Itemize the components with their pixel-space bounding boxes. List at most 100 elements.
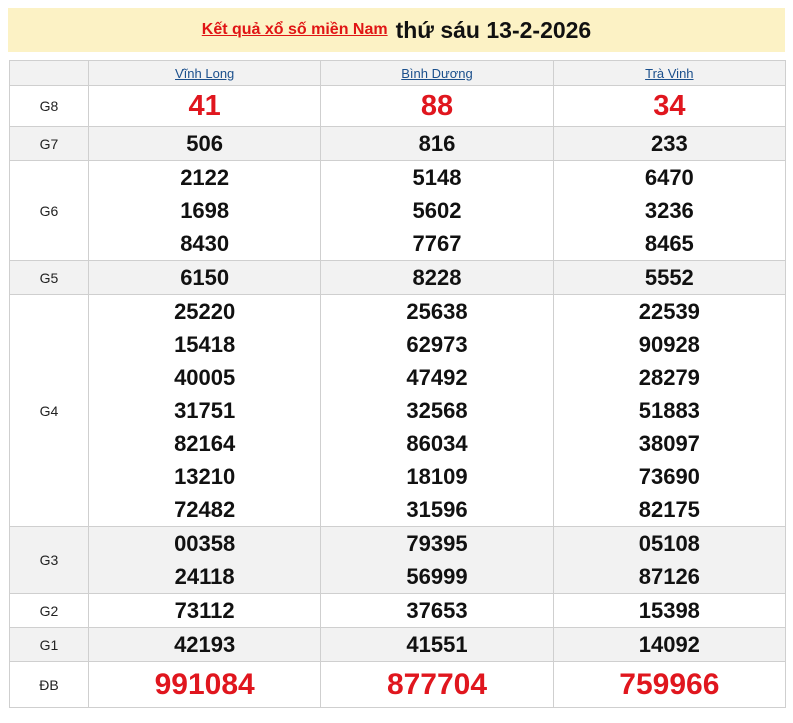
province-header: Bình Dương: [320, 60, 554, 86]
result-number: 991084: [154, 668, 255, 701]
result-number: 5602: [412, 198, 462, 223]
prize-label: G6: [9, 160, 89, 261]
result-number: 32568: [406, 398, 468, 423]
province-link-vinh-long[interactable]: Vĩnh Long: [175, 65, 235, 81]
result-number: 41551: [406, 632, 468, 657]
result-number: 24118: [174, 564, 235, 589]
result-number: 877704: [386, 668, 488, 701]
result-number: 14092: [638, 632, 700, 657]
draw-date: thứ sáu 13-2-2026: [395, 16, 592, 43]
result-cell: 25220 15418 40005 31751 82164 13210 72482: [87, 294, 322, 527]
result-number: 7767: [412, 231, 462, 256]
prize-label: G2: [9, 593, 89, 628]
result-cell: 506: [87, 126, 322, 161]
result-number: 90928: [638, 332, 700, 357]
prize-row-db: ĐB 991084 877704 759966: [9, 661, 787, 708]
result-number: 5148: [412, 165, 462, 190]
southern-lottery-link[interactable]: Kết quả xổ số miền Nam: [201, 21, 388, 38]
result-cell: 8228: [320, 260, 554, 295]
prize-label: G4: [9, 294, 89, 527]
province-header: Trà Vinh: [552, 60, 787, 86]
result-number: 56999: [406, 564, 468, 589]
prize-label: G1: [9, 627, 89, 662]
prize-row-g3: G3 00358 24118 79395 56999 05108 87126: [9, 526, 787, 594]
result-number: 05108: [638, 531, 700, 556]
result-cell: 14092: [552, 627, 787, 662]
prize-label: ĐB: [9, 661, 89, 708]
results-table: Vĩnh Long Bình Dương Trà Vinh G8 41 88 34 G7…: [9, 60, 787, 708]
result-number: 86034: [406, 431, 468, 456]
result-cell: 37653: [320, 593, 554, 628]
result-number: 40005: [174, 365, 236, 390]
results-title-banner: Kết quả xổ số miền Nam thứ sáu 13-2-2026: [8, 8, 785, 52]
result-cell: 5552: [552, 260, 787, 295]
result-number: 37653: [406, 598, 468, 623]
result-number: 18109: [406, 464, 468, 489]
result-number: 2122: [180, 165, 230, 190]
prize-label: G5: [9, 260, 89, 295]
prize-row-g1: G1 42193 41551 14092: [9, 627, 787, 662]
result-number: 73112: [174, 598, 235, 623]
result-number: 25638: [406, 299, 468, 324]
result-number: 22539: [638, 299, 700, 324]
result-number: 1698: [180, 198, 230, 223]
result-number: 38097: [638, 431, 700, 456]
prize-row-g2: G2 73112 37653 15398: [9, 593, 787, 628]
result-cell: 34: [552, 85, 787, 127]
result-cell: 233: [552, 126, 787, 161]
prize-row-g5: G5 6150 8228 5552: [9, 260, 787, 295]
result-number: 79395: [406, 531, 468, 556]
result-number: 233: [650, 131, 688, 156]
prize-row-g4: G4 25220 15418 40005 31751 82164 13210 72482 256…: [9, 294, 787, 527]
result-cell: 41551: [320, 627, 554, 662]
result-number: 31751: [174, 398, 236, 423]
result-number: 47492: [406, 365, 468, 390]
result-cell: 00358 24118: [87, 526, 322, 594]
result-number: 00358: [174, 531, 236, 556]
result-cell: 25638 62973 47492 32568 86034 18109 31596: [320, 294, 554, 527]
result-cell: 877704: [320, 661, 554, 708]
result-number: 88: [420, 90, 454, 122]
result-cell: 79395 56999: [320, 526, 554, 594]
province-header: Vĩnh Long: [87, 60, 322, 86]
result-number: 15418: [174, 332, 236, 357]
result-number: 506: [186, 131, 224, 156]
result-number: 72482: [174, 497, 236, 522]
result-number: 41: [188, 90, 221, 122]
result-cell: 2122 1698 8430: [87, 160, 322, 261]
result-cell: 42193: [87, 627, 322, 662]
result-cell: 05108 87126: [552, 526, 787, 594]
prize-label: G7: [9, 126, 89, 161]
result-number: 6470: [644, 165, 694, 190]
result-number: 51883: [638, 398, 700, 423]
result-number: 759966: [619, 668, 720, 701]
result-number: 6150: [180, 265, 230, 290]
result-cell: 6470 3236 8465: [552, 160, 787, 261]
result-number: 73690: [638, 464, 700, 489]
result-number: 82175: [638, 497, 700, 522]
result-number: 34: [653, 90, 686, 122]
result-number: 82164: [174, 431, 236, 456]
result-number: 87126: [638, 564, 700, 589]
result-cell: 73112: [87, 593, 322, 628]
prize-row-g7: G7 506 816 233: [9, 126, 787, 161]
result-cell: 5148 5602 7767: [320, 160, 554, 261]
result-number: 816: [418, 131, 456, 156]
province-link-binh-duong[interactable]: Bình Dương: [401, 65, 473, 81]
result-cell: 816: [320, 126, 554, 161]
result-cell: 88: [320, 85, 554, 127]
result-number: 8430: [180, 231, 230, 256]
result-cell: 22539 90928 28279 51883 38097 73690 82175: [552, 294, 787, 527]
result-number: 25220: [174, 299, 236, 324]
result-number: 8228: [412, 265, 462, 290]
result-number: 28279: [638, 365, 700, 390]
province-link-tra-vinh[interactable]: Trà Vinh: [645, 65, 694, 81]
result-cell: 991084: [87, 661, 322, 708]
result-number: 8465: [644, 231, 694, 256]
result-cell: 6150: [87, 260, 322, 295]
prize-label: G8: [9, 85, 89, 127]
result-number: 31596: [406, 497, 468, 522]
prize-row-g6: G6 2122 1698 8430 5148 5602 7767 6470 3236 8465: [9, 160, 787, 261]
result-cell: 15398: [552, 593, 787, 628]
result-cell: 41: [87, 85, 322, 127]
